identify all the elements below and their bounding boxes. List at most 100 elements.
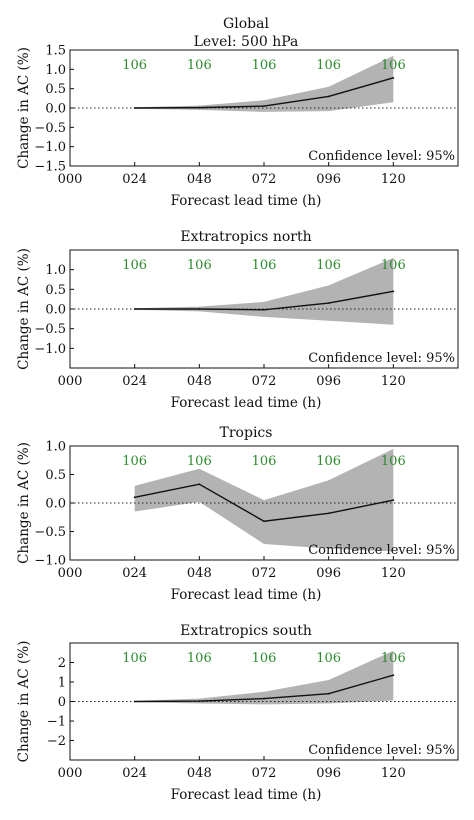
x-tick-label: 024 xyxy=(122,766,147,781)
data-point xyxy=(392,674,395,677)
data-point xyxy=(133,107,136,109)
sample-count-label: 106 xyxy=(252,651,277,666)
data-point xyxy=(198,308,201,310)
x-axis-label: Forecast lead time (h) xyxy=(171,587,322,603)
chart-panel-2: Extratropics north 1.0 0.5 0.0 −0.5 −1.0 000 02… xyxy=(16,229,459,411)
sample-count-label: 106 xyxy=(316,651,341,666)
chart-title: Global xyxy=(223,16,269,32)
x-tick-label: 048 xyxy=(187,766,212,781)
y-tick-label: −0.5 xyxy=(34,525,66,540)
x-tick-label: 024 xyxy=(122,172,147,187)
x-tick-label: 072 xyxy=(252,172,277,187)
data-point xyxy=(263,697,265,700)
x-tick-label: 024 xyxy=(122,374,147,389)
data-point xyxy=(327,692,330,695)
data-point xyxy=(198,700,201,703)
y-tick-label: 1.5 xyxy=(45,44,66,59)
confidence-band xyxy=(134,257,394,325)
x-tick-label: 120 xyxy=(381,172,406,187)
chart-panel-4: Extratropics south 2 1 0 −1 −2 000 024 048 072 096… xyxy=(16,623,459,803)
x-tick-label: 000 xyxy=(58,566,83,581)
x-tick-label: 072 xyxy=(252,766,277,781)
sample-count-label: 106 xyxy=(187,258,212,273)
y-tick-label: −1.0 xyxy=(34,554,66,569)
data-point xyxy=(133,700,136,703)
y-tick-label: −0.5 xyxy=(34,121,66,136)
x-tick-label: 096 xyxy=(316,566,341,581)
sample-count-label: 106 xyxy=(381,651,406,666)
x-tick-label: 120 xyxy=(381,374,406,389)
sample-count-label: 106 xyxy=(187,454,212,469)
data-point xyxy=(198,106,201,109)
x-tick-label: 096 xyxy=(316,374,341,389)
y-tick-label: 0.0 xyxy=(45,303,66,318)
y-tick-label: 0.0 xyxy=(45,497,66,512)
sample-count-label: 106 xyxy=(252,58,277,73)
x-tick-label: 096 xyxy=(316,172,341,187)
confidence-band xyxy=(134,55,394,112)
x-tick-label: 072 xyxy=(252,374,277,389)
y-tick-label: 2 xyxy=(58,656,66,671)
chart-title: Extratropics south xyxy=(180,623,312,639)
x-tick-label: 096 xyxy=(316,766,341,781)
y-tick-label: 0 xyxy=(58,695,66,710)
chart-title: Tropics xyxy=(220,425,273,441)
data-point xyxy=(327,95,330,98)
chart-panel-1: Global Level: 500 hPa 1.5 1.0 0.5 0.0 −0.5 −1.0… xyxy=(16,16,459,209)
chart-subtitle: Level: 500 hPa xyxy=(194,34,299,50)
x-tick-label: 120 xyxy=(381,566,406,581)
data-point xyxy=(263,520,265,523)
sample-count-label: 106 xyxy=(381,454,406,469)
y-tick-label: 1 xyxy=(58,676,66,691)
confidence-level-label: Confidence level: 95% xyxy=(308,743,455,758)
y-tick-label: 0.0 xyxy=(45,102,66,117)
data-point xyxy=(392,290,395,293)
confidence-level-label: Confidence level: 95% xyxy=(308,351,455,366)
y-tick-label: −1.0 xyxy=(34,342,66,357)
data-point xyxy=(263,308,265,311)
data-point xyxy=(327,512,330,515)
x-axis-label: Forecast lead time (h) xyxy=(171,787,322,803)
data-point xyxy=(392,76,395,79)
x-tick-label: 000 xyxy=(58,374,83,389)
y-tick-label: 0.5 xyxy=(45,283,66,298)
y-tick-label: 1.0 xyxy=(45,440,66,455)
sample-count-label: 106 xyxy=(381,58,406,73)
x-tick-label: 048 xyxy=(187,566,212,581)
data-point xyxy=(133,308,136,310)
x-tick-label: 000 xyxy=(58,172,83,187)
y-tick-label: 0.5 xyxy=(45,82,66,97)
data-point xyxy=(133,496,136,499)
x-tick-label: 072 xyxy=(252,566,277,581)
sample-count-label: 106 xyxy=(316,258,341,273)
y-tick-label: −0.5 xyxy=(34,322,66,337)
y-tick-label: 0.5 xyxy=(45,468,66,483)
sample-count-label: 106 xyxy=(122,454,147,469)
y-axis-label: Change in AC (%) xyxy=(16,248,32,370)
sample-count-label: 106 xyxy=(252,454,277,469)
data-point xyxy=(263,105,265,107)
sample-count-label: 106 xyxy=(316,454,341,469)
x-tick-label: 048 xyxy=(187,374,212,389)
sample-count-label: 106 xyxy=(187,651,212,666)
data-point xyxy=(198,483,201,486)
y-tick-label: 1.0 xyxy=(45,263,66,278)
y-tick-label: −1 xyxy=(47,715,66,730)
y-axis-label: Change in AC (%) xyxy=(16,442,32,564)
y-axis-label: Change in AC (%) xyxy=(16,641,32,763)
y-axis-label: Change in AC (%) xyxy=(16,47,32,169)
x-tick-label: 000 xyxy=(58,766,83,781)
y-tick-label: −1.0 xyxy=(34,140,66,155)
sample-count-label: 106 xyxy=(252,258,277,273)
sample-count-label: 106 xyxy=(187,58,212,73)
x-tick-label: 120 xyxy=(381,766,406,781)
x-axis-label: Forecast lead time (h) xyxy=(171,193,322,209)
chart-title: Extratropics north xyxy=(180,229,311,245)
x-tick-label: 048 xyxy=(187,172,212,187)
x-tick-label: 024 xyxy=(122,566,147,581)
y-tick-label: −2 xyxy=(47,734,66,749)
confidence-level-label: Confidence level: 95% xyxy=(308,149,455,164)
confidence-band xyxy=(134,448,394,552)
